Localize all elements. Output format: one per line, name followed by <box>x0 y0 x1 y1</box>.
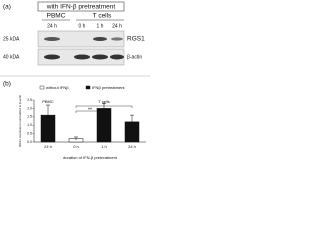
y-tick-label: 2.0 <box>27 106 32 110</box>
group-label: T cells <box>93 13 112 20</box>
band <box>110 54 124 60</box>
y-axis-label: RGS1 expression normalized to β-actin <box>18 95 22 148</box>
x-axis-label: duration of IFN-β pretreatment <box>63 155 118 160</box>
y-tick-label: 1.5 <box>27 115 32 119</box>
panel-label: (b) <box>3 81 11 88</box>
sig-label: ** <box>88 107 92 113</box>
protein: RGS1 <box>127 36 145 43</box>
band <box>111 37 123 41</box>
y-tick-label: 1.0 <box>27 123 32 127</box>
x-tick-label: 0 h <box>73 144 79 149</box>
group-label: T cells <box>98 99 109 104</box>
marker: 40 kDA <box>3 54 20 60</box>
x-tick-label: 24 h <box>44 144 52 149</box>
blot-rgs1 <box>37 30 125 48</box>
x-tick-label: 1 h <box>101 144 107 149</box>
group-label: PBMC <box>47 13 66 20</box>
legend-label: without IFNβ <box>46 85 69 90</box>
protein: β-actin <box>127 54 142 60</box>
band <box>74 54 90 60</box>
band <box>44 37 60 41</box>
sig-label: * <box>103 102 105 108</box>
legend-swatch <box>39 85 45 90</box>
sig-bracket <box>75 110 105 113</box>
y-tick-label: 0.0 <box>27 140 32 144</box>
band <box>92 54 108 60</box>
sig-bracket <box>75 105 133 108</box>
legend-label: IFNβ pretreatment <box>92 85 125 90</box>
x-tick-label: 24 h <box>128 144 136 149</box>
header-box <box>37 1 125 12</box>
lane-label: 1 h <box>97 23 104 29</box>
group-label: PBMC <box>42 99 54 104</box>
legend-swatch <box>85 85 91 90</box>
band <box>93 37 107 41</box>
y-tick-label: 0.5 <box>27 132 32 136</box>
y-tick-label: 2.5 <box>27 98 32 102</box>
header: with IFN-β pretreatment <box>46 4 116 11</box>
page: (a) with IFN-β pretreatment PBMC T cells… <box>0 1 150 161</box>
lane-label: 0 h <box>79 23 86 29</box>
lane-label: 24 h <box>47 23 57 29</box>
panel-label: (a) <box>3 4 11 11</box>
lane-label: 24 h <box>112 23 122 29</box>
marker: 25 kDA <box>3 36 20 42</box>
band <box>44 54 60 60</box>
figure: (a) with IFN-β pretreatment PBMC T cells… <box>0 1 150 160</box>
